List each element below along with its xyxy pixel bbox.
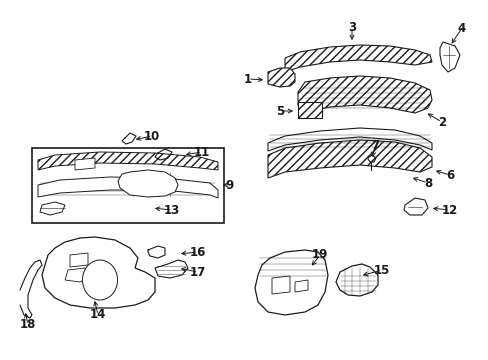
Polygon shape [267, 68, 294, 87]
Text: 18: 18 [20, 319, 36, 332]
Polygon shape [297, 76, 431, 113]
Text: 2: 2 [437, 116, 445, 129]
Bar [32, 148, 224, 223]
Text: 17: 17 [189, 266, 206, 279]
Polygon shape [403, 198, 427, 215]
Polygon shape [267, 140, 431, 178]
Polygon shape [297, 102, 321, 118]
Text: 10: 10 [143, 130, 160, 143]
Polygon shape [40, 202, 65, 215]
Text: 6: 6 [445, 168, 453, 181]
Polygon shape [155, 260, 187, 278]
Polygon shape [65, 268, 88, 282]
Text: 15: 15 [373, 264, 389, 276]
Polygon shape [267, 128, 431, 151]
Polygon shape [42, 237, 155, 308]
Polygon shape [38, 152, 218, 170]
Text: 14: 14 [90, 309, 106, 321]
Text: 3: 3 [347, 21, 355, 33]
Polygon shape [285, 45, 431, 72]
Text: 9: 9 [225, 179, 234, 192]
Polygon shape [118, 170, 178, 197]
Polygon shape [271, 276, 289, 294]
Polygon shape [38, 177, 218, 198]
Polygon shape [75, 158, 95, 170]
Text: 11: 11 [193, 145, 210, 158]
Text: 1: 1 [244, 72, 251, 86]
Text: 16: 16 [189, 246, 206, 258]
Text: 5: 5 [275, 104, 284, 117]
Text: 19: 19 [311, 248, 327, 261]
Text: 4: 4 [457, 22, 465, 35]
Ellipse shape [82, 260, 117, 300]
Polygon shape [335, 264, 377, 296]
Text: 13: 13 [163, 203, 180, 216]
Text: 8: 8 [423, 176, 431, 189]
Polygon shape [70, 253, 88, 267]
Text: 7: 7 [370, 139, 378, 152]
Polygon shape [254, 250, 327, 315]
Polygon shape [439, 42, 459, 72]
Text: 12: 12 [441, 203, 457, 216]
Polygon shape [294, 280, 307, 292]
